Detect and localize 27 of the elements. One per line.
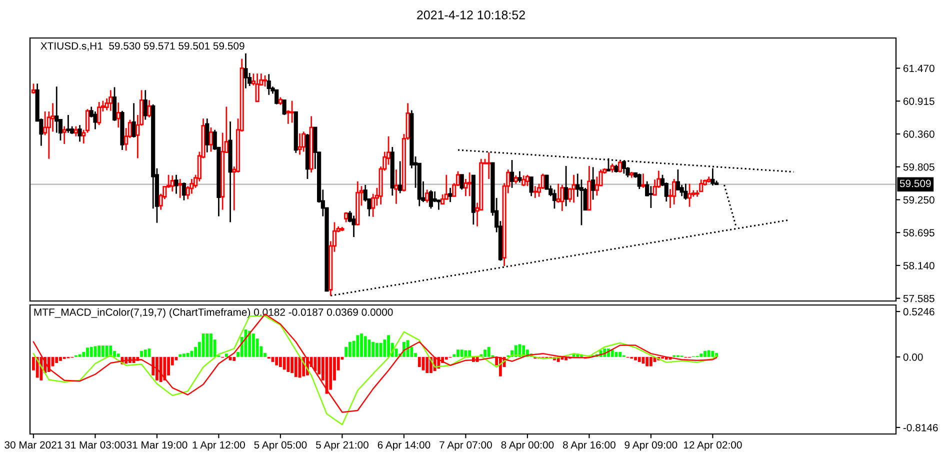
- chart-subtitle: XTIUSD.s,H1 59.530 59.571 59.501 59.509: [40, 42, 244, 51]
- y-tick-label: 60.915: [903, 98, 934, 105]
- x-tick-label: 31 Mar 19:00: [126, 441, 188, 449]
- y-tick-label: 59.250: [903, 196, 934, 204]
- x-tick-label: 31 Mar 03:00: [64, 441, 126, 449]
- ref-line-label: 59.509: [900, 180, 931, 188]
- y-tick-label: 60.360: [903, 130, 934, 138]
- x-tick-label: 1 Apr 12:00: [192, 441, 245, 451]
- x-tick-label: 30 Mar 2021: [4, 441, 62, 449]
- chart-title: 2021-4-12 10:18:52: [417, 10, 525, 20]
- x-tick-label: 5 Apr 21:00: [316, 441, 368, 451]
- x-tick-label: 8 Apr 16:00: [563, 441, 616, 451]
- y-tick-label: 58.140: [903, 262, 934, 270]
- y-tick-label: -0.8146: [903, 424, 938, 432]
- y-tick-label: 59.805: [903, 163, 934, 171]
- x-tick-label: 12 Apr 02:00: [684, 441, 742, 451]
- y-tick-label: 57.585: [903, 294, 934, 302]
- y-tick-label: 58.695: [903, 229, 934, 236]
- x-tick-label: 9 Apr 09:00: [624, 441, 678, 451]
- y-tick-label: 0.00: [903, 353, 923, 361]
- x-tick-label: 8 Apr 00:00: [501, 441, 554, 451]
- chart-title: MTF_MACD_inColor(7,19,7) (ChartTimeframe) 0.0182 -0.0187 0.0369 0.0000: [34, 308, 393, 318]
- x-tick-label: 7 Apr 07:00: [440, 441, 492, 451]
- y-tick-label: 61.470: [903, 64, 934, 72]
- y-tick-label: 0.5246: [903, 308, 934, 316]
- x-tick-label: 5 Apr 05:00: [254, 441, 307, 451]
- x-tick-label: 6 Apr 14:00: [378, 441, 430, 451]
